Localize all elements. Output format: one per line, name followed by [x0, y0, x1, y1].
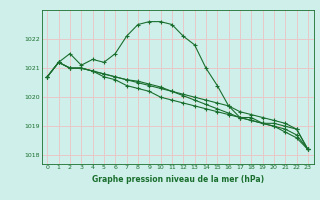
X-axis label: Graphe pression niveau de la mer (hPa): Graphe pression niveau de la mer (hPa) — [92, 175, 264, 184]
